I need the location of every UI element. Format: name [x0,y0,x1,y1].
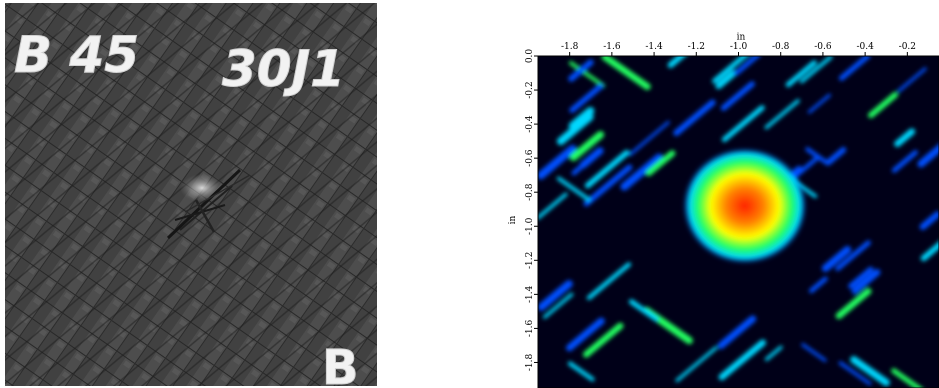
x-tick-label: -1.6 [603,42,621,52]
x-tick-label: -0.8 [772,42,790,52]
scan-streak [891,368,923,388]
scan-streak [868,91,899,119]
scan-streak [720,327,742,346]
scan-streak [566,317,605,352]
x-tick-label: -0.4 [856,42,874,52]
scan-streak [583,322,624,358]
scan-streak [538,192,568,220]
scan-streak [586,262,632,301]
y-tick-label: -0.6 [525,149,535,167]
y-axis-unit: in [508,215,518,224]
scan-streak [848,266,874,289]
specimen-photo: B 45 30J1 B [5,3,377,388]
y-tick-label: -1.8 [525,354,535,372]
c-scan-amplitude-map [538,56,939,388]
c-scan-image: in in -1.8 -1.6 -1.4 -1.2 -1.0 -0.8 -0.6 -0.4 -0… [508,33,939,388]
scan-streak [807,93,831,114]
scan-streak [715,70,737,90]
scan-streak [825,147,847,166]
y-tick-label: -1.2 [525,252,535,269]
scan-streak [764,345,783,361]
scan-streak [805,147,830,166]
scan-streak [556,176,591,202]
side-label: B [322,340,359,388]
panel-label: 30J1 [222,40,345,98]
scan-streak [584,149,630,189]
scan-streak [579,147,604,169]
y-tick-label: -1.0 [525,217,535,235]
scan-streak [628,120,670,156]
scan-streak [835,240,871,271]
scan-streak [809,276,828,294]
scan-streak [838,361,872,386]
scan-streak [645,150,676,177]
damage-hotspot [682,147,807,264]
x-tick-label: -0.2 [899,42,916,52]
scan-streak [569,83,604,113]
scan-streak [733,56,761,76]
scan-streak [850,356,890,387]
x-axis-unit: in [737,33,746,43]
scan-streak [764,99,800,130]
x-tick-label: -0.6 [814,42,832,52]
scan-streak [835,287,872,320]
scan-streak [583,164,633,207]
scan-streak [673,99,716,137]
x-tick-label: -1.0 [730,42,748,52]
scan-streak [838,56,871,81]
scan-streak [897,67,927,93]
scan-streak [628,299,659,322]
y-axis-ticks: 0.0 -0.2 -0.4 -0.6 -0.8 -1.0 -1.2 -1.4 -1.6 -1.8 [525,49,538,372]
y-tick-label: -1.4 [525,285,535,303]
y-tick-label: -0.2 [525,81,535,98]
scan-streak [667,56,686,69]
scan-streak [720,81,755,111]
scan-streak [568,106,595,130]
scan-streak [620,153,663,191]
scan-streak [801,343,827,362]
scan-streak [542,292,574,319]
scan-streak [568,61,606,88]
y-tick-label: -0.8 [525,183,535,201]
x-tick-label: -1.2 [688,42,705,52]
scan-streak [569,130,605,162]
scan-streak [718,339,767,381]
x-tick-label: -1.4 [645,42,663,52]
scan-streak [920,241,939,262]
scan-streak [568,59,594,82]
scan-streak [675,346,718,383]
scan-streak [712,56,749,84]
scan-streak [721,105,765,143]
impact-damage-mark [166,168,251,240]
scan-streak [821,246,852,272]
scan-streak [799,56,833,84]
scan-streak [917,144,939,168]
scan-streak [919,211,939,230]
scan-streak [601,56,651,90]
scan-streak [894,128,916,148]
x-tick-label: -1.8 [561,42,579,52]
scan-streak [538,280,573,311]
scan-streak [556,113,594,146]
specimen-label: B 45 [14,26,139,84]
scan-streak [891,150,918,173]
y-tick-label: -0.4 [525,115,535,133]
scan-streak [785,60,817,88]
scan-streak [538,144,577,180]
x-axis-ticks: -1.8 -1.6 -1.4 -1.2 -1.0 -0.8 -0.6 -0.4 -0.2 [561,42,916,56]
scan-streak [851,269,881,295]
scan-streak [567,361,595,382]
y-tick-label: -1.6 [525,319,535,337]
y-tick-label: 0.0 [525,49,535,64]
